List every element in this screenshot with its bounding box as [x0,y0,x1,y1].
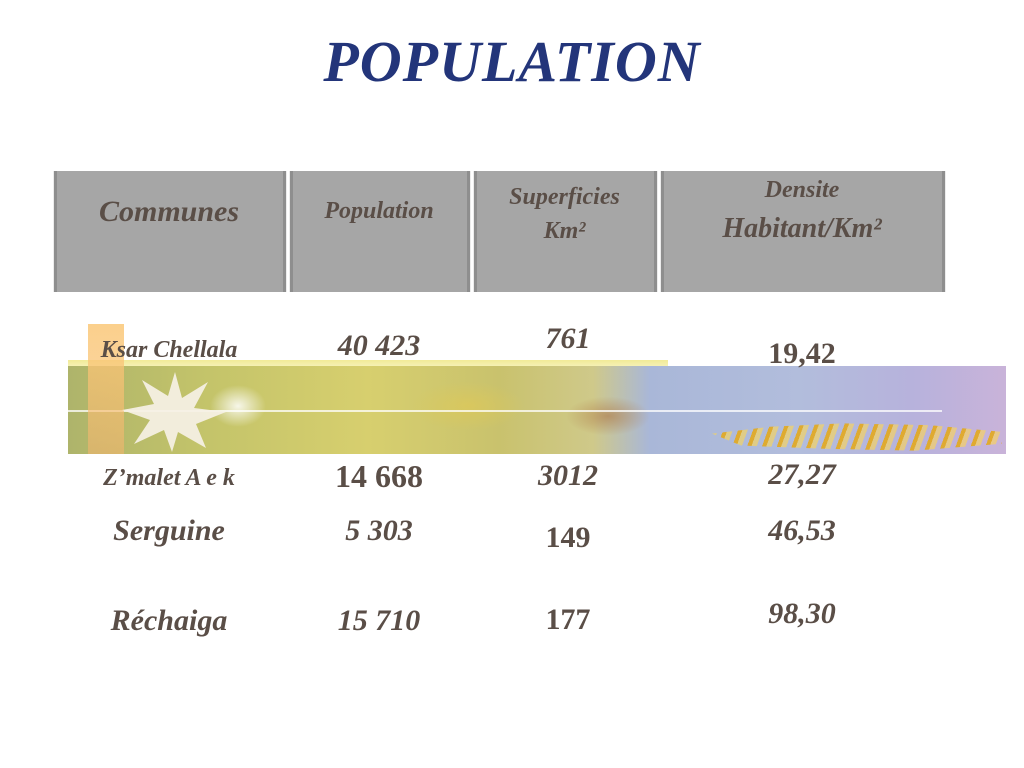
cell-superficie: 149 [545,521,591,554]
cell-densite: 19,42 [768,337,836,370]
header-cell-population [289,171,471,292]
cell-commune: Réchaiga [110,604,228,637]
banner-divider [68,410,942,412]
header-superficies-line2: Km² [543,218,586,244]
cell-densite: 98,30 [768,597,836,630]
cell-population: 15 710 [337,604,421,637]
cell-superficie: 177 [545,603,591,636]
slide-title: POPULATION [323,29,701,94]
cell-commune: Serguine [113,514,225,547]
header-cell-communes [53,171,287,292]
header-densite-line2: Habitant/Km² [722,213,882,244]
cell-population: 40 423 [337,329,421,362]
cell-superficie: 3012 [538,459,598,492]
cell-commune: Ksar Chellala [100,337,238,363]
leaf-icon [122,372,226,452]
cell-densite: 27,27 [768,458,836,491]
cell-population: 14 668 [335,458,423,494]
cell-population: 5 303 [345,514,413,547]
cell-densite: 46,53 [768,514,836,547]
cell-superficie: 761 [545,322,591,355]
header-cell-superficies [473,171,658,292]
banner-orange-block [88,324,124,454]
header-communes: Communes [98,195,240,228]
header-densite-line1: Densite [764,177,840,203]
header-superficies-line1: Superficies [509,184,620,210]
header-population: Population [324,198,434,224]
cell-commune: Z’malet A e k [103,465,235,491]
header-cell-densite [660,171,946,292]
